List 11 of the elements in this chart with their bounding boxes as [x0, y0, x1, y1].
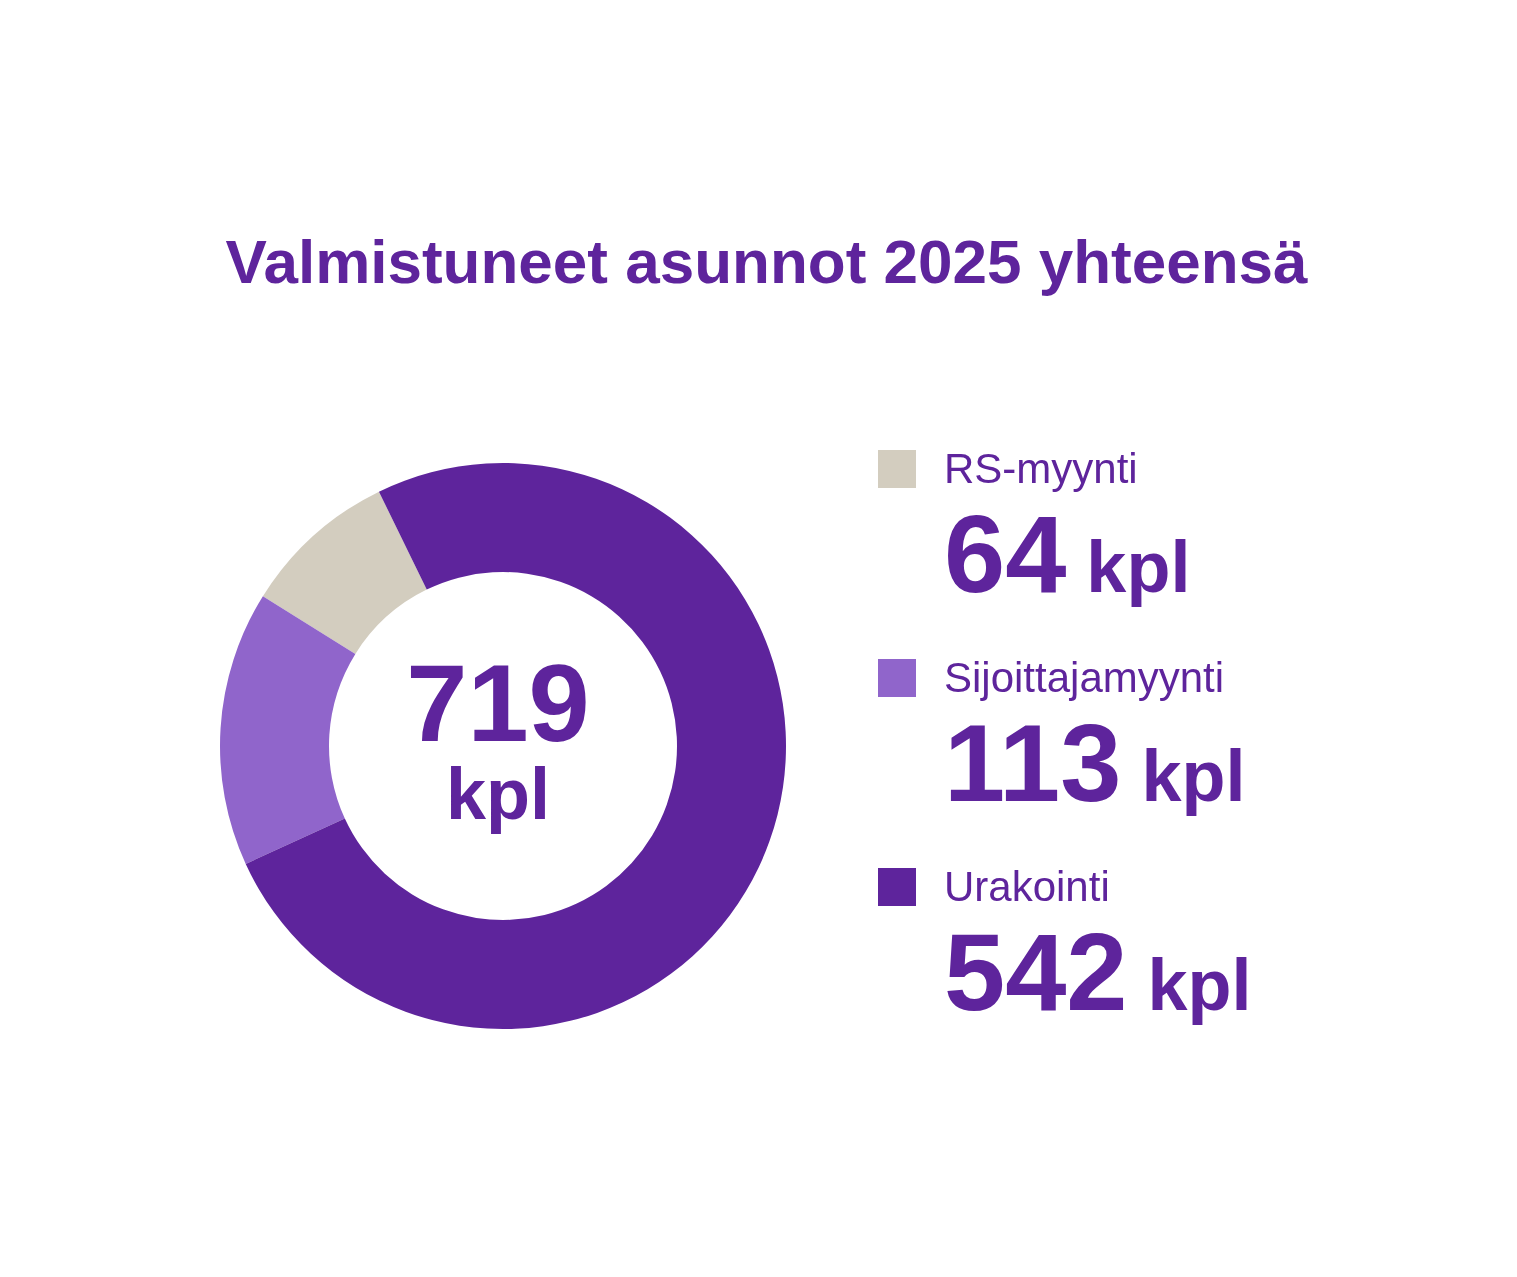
- donut-slice: [220, 596, 356, 864]
- data-label: 64 kpl: [944, 491, 1191, 615]
- legend-label: Urakointi: [944, 862, 1110, 911]
- text: 719 kpl: [405, 641, 591, 834]
- data-label: 113 kpl: [944, 700, 1246, 824]
- chart-title: Valmistuneet asunnot 2025 yhteensä: [224, 226, 1309, 297]
- legend-label: Sijoittajamyynti: [944, 653, 1225, 702]
- donut-slice: [262, 491, 427, 654]
- donut-slice: [245, 463, 786, 1029]
- legend-label: RS-myynti: [944, 444, 1138, 493]
- data-label: 542 kpl: [944, 909, 1252, 1033]
